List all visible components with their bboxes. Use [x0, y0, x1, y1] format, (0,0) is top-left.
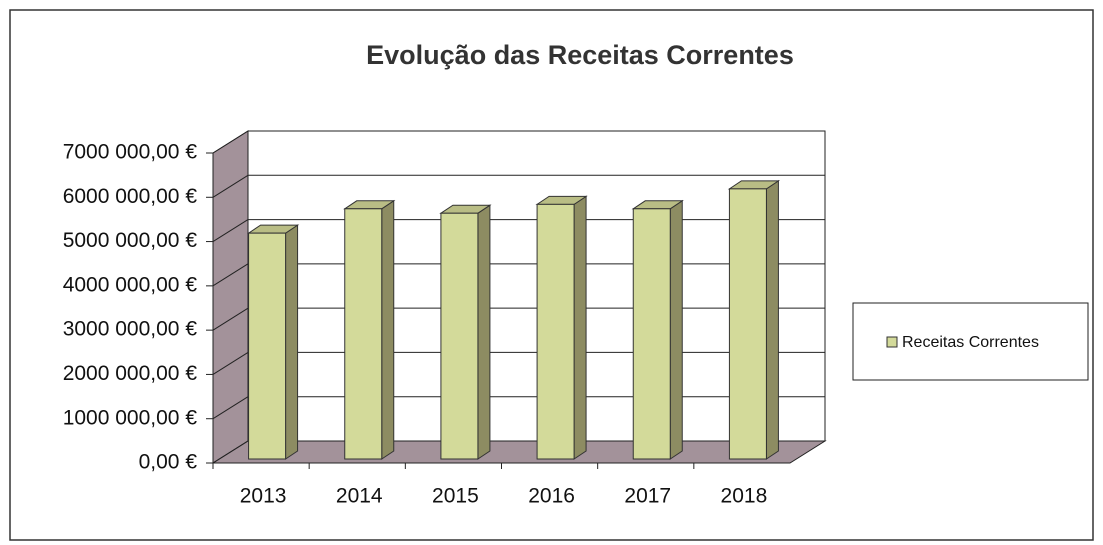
bar-side [765, 179, 779, 460]
chart-title: Evolução das Receitas Correntes [366, 40, 794, 70]
grid-line [212, 174, 249, 198]
bar [248, 232, 287, 460]
x-tick-label: 2014 [336, 485, 383, 508]
bar-side [285, 224, 299, 460]
bar [440, 212, 479, 460]
y-tick-label: 3000 000,00 € [63, 318, 198, 341]
left-wall [212, 130, 249, 464]
y-tick-label: 0,00 € [139, 451, 198, 474]
bar-side [573, 195, 587, 460]
bar [344, 208, 383, 460]
bar-side [669, 199, 683, 460]
grid-line [212, 130, 249, 154]
bar-side [477, 204, 491, 460]
grid-line [212, 263, 249, 287]
grid-line [212, 352, 249, 375]
x-tick-label: 2018 [721, 485, 768, 508]
bar [536, 203, 575, 460]
y-tick-label: 7000 000,00 € [63, 141, 198, 164]
y-tick-label: 4000 000,00 € [63, 273, 198, 296]
legend-label: Receitas Correntes [902, 334, 1039, 351]
bar [728, 188, 767, 460]
y-tick-label: 2000 000,00 € [63, 362, 198, 385]
bar-side [381, 199, 395, 460]
legend-swatch [886, 336, 898, 348]
x-tick-label: 2016 [528, 485, 575, 508]
grid-line [212, 396, 249, 420]
y-tick-label: 6000 000,00 € [63, 185, 198, 208]
x-tick-label: 2013 [240, 485, 287, 508]
y-tick-label: 5000 000,00 € [63, 229, 198, 252]
bar [632, 208, 671, 460]
grid-line [212, 440, 249, 464]
x-tick-label: 2017 [624, 485, 671, 508]
x-tick-label: 2015 [432, 485, 479, 508]
y-tick-label: 1000 000,00 € [63, 406, 198, 429]
grid-line [212, 307, 249, 331]
back-wall [247, 130, 826, 442]
grid-line [212, 219, 249, 242]
